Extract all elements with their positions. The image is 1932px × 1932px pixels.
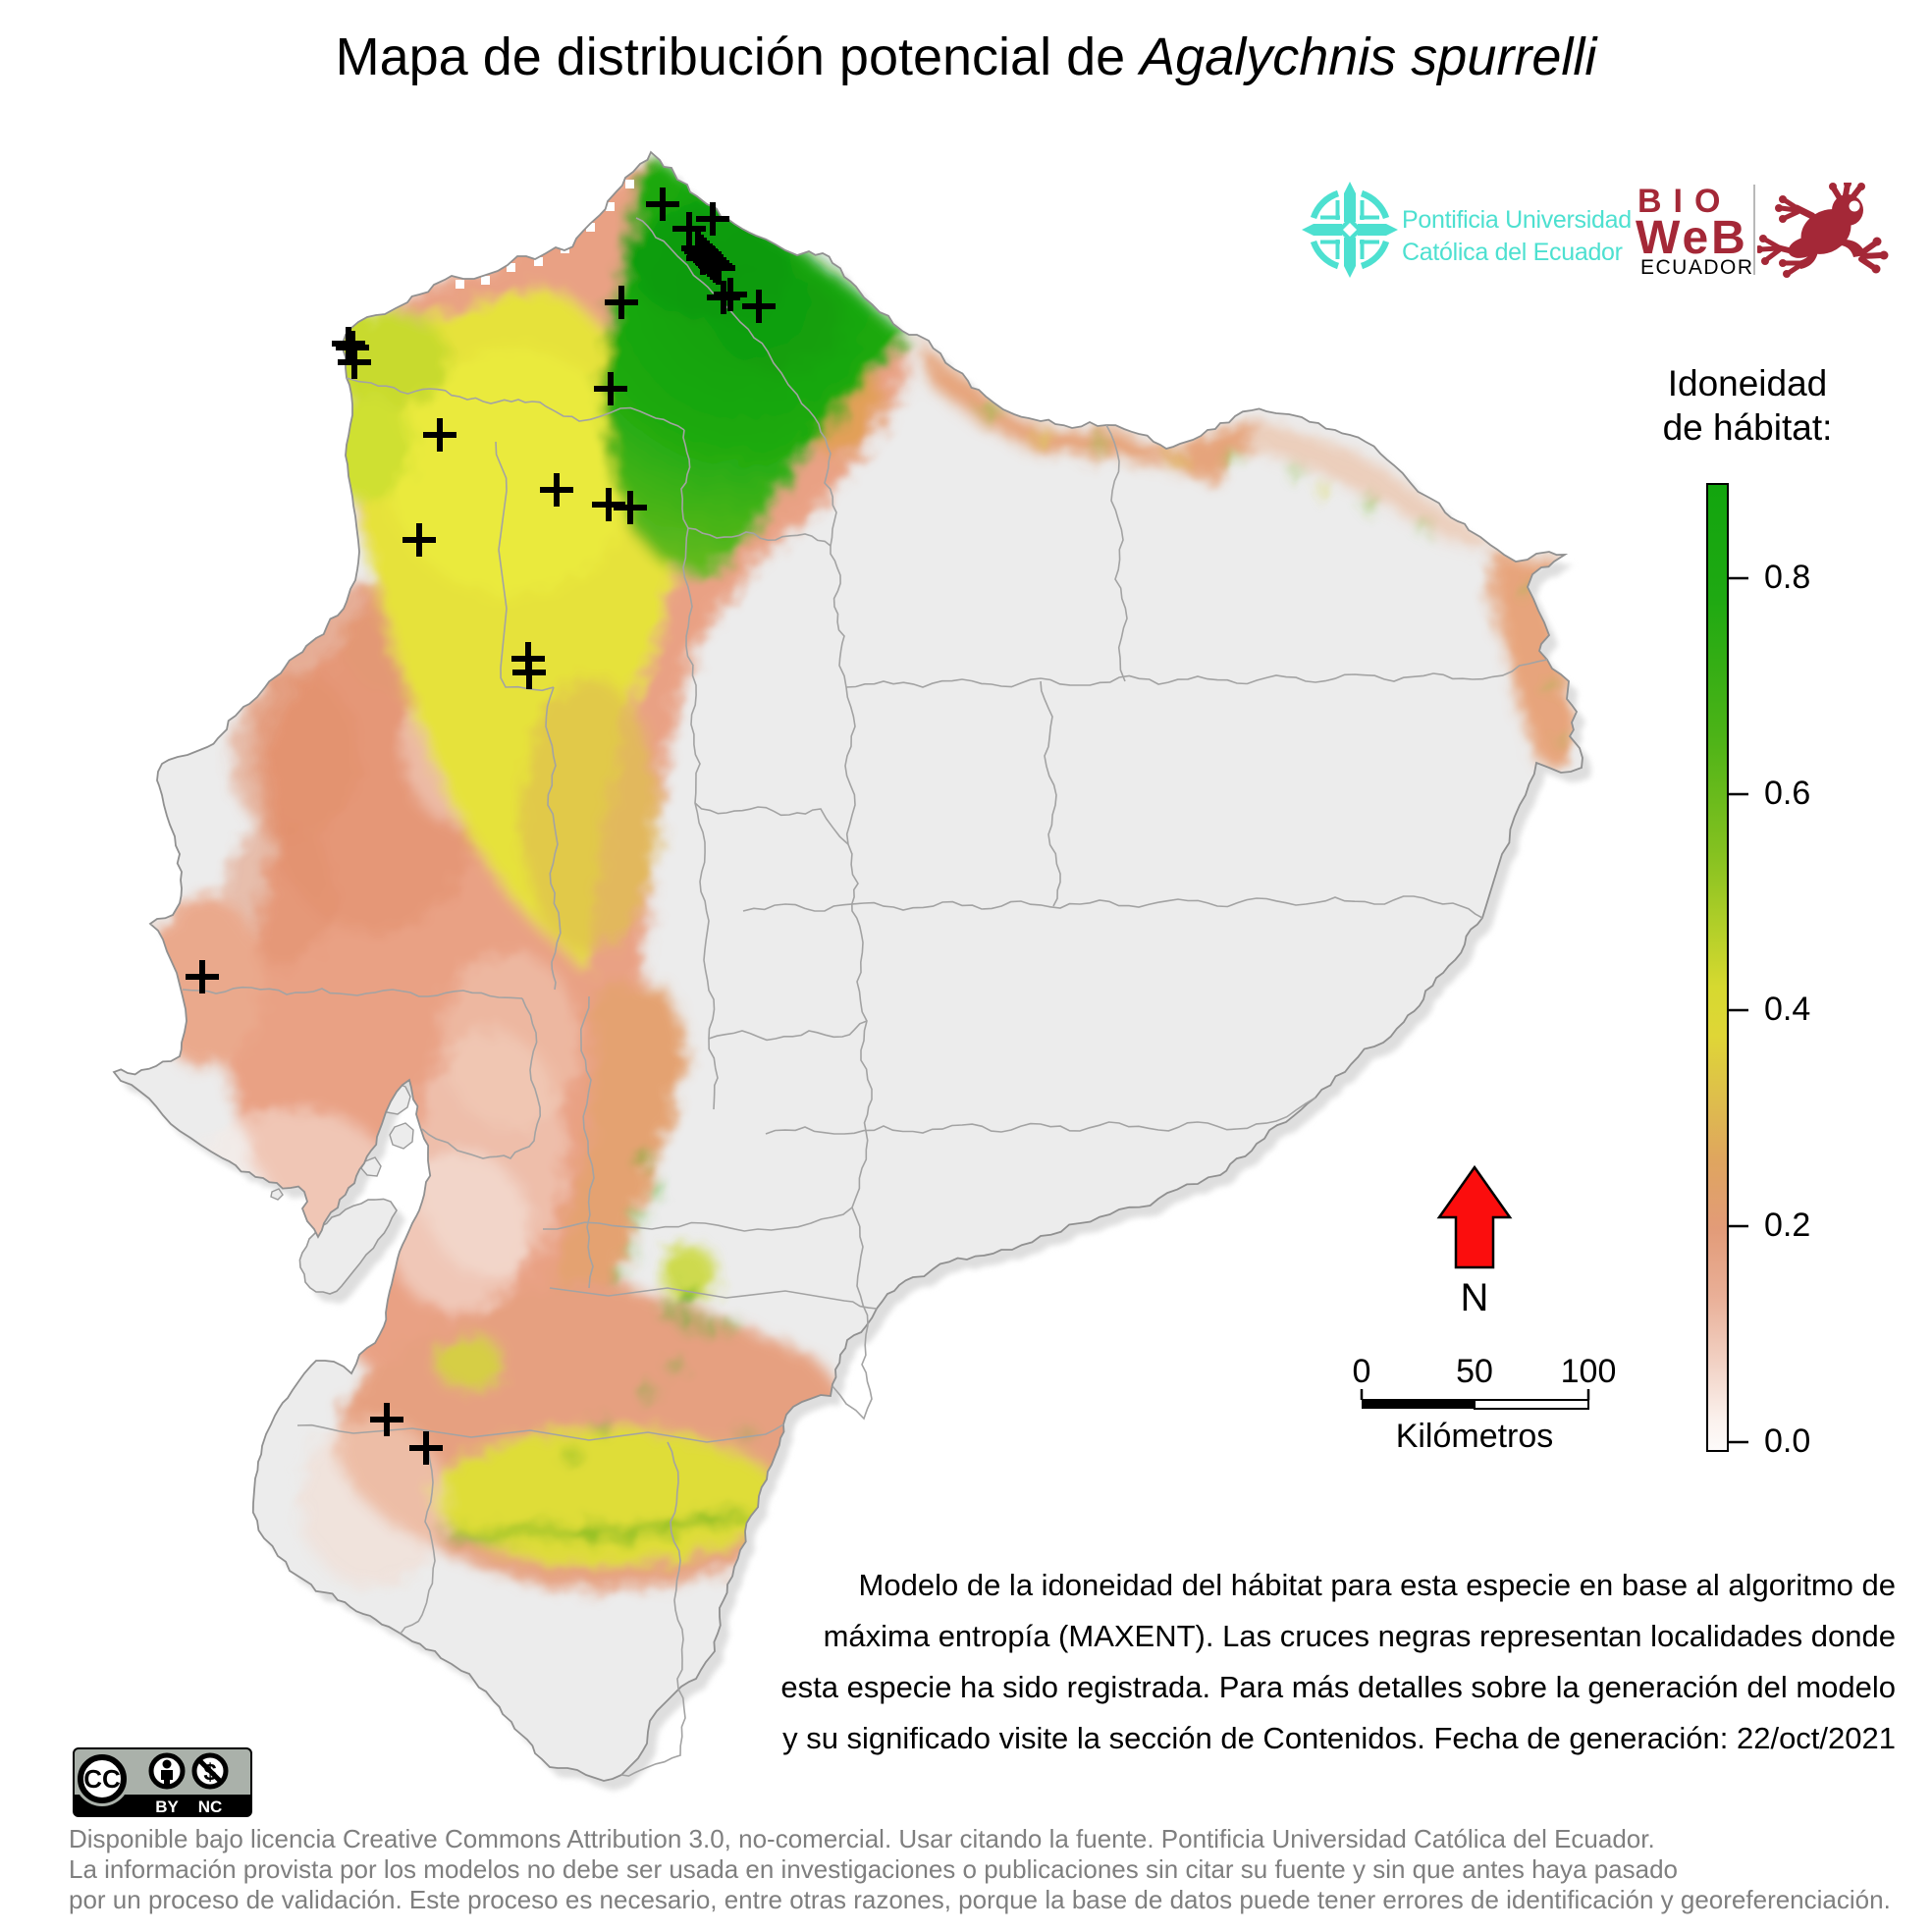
svg-text:BY: BY xyxy=(155,1798,179,1816)
svg-text:CC: CC xyxy=(83,1764,121,1794)
svg-text:NC: NC xyxy=(198,1798,223,1816)
